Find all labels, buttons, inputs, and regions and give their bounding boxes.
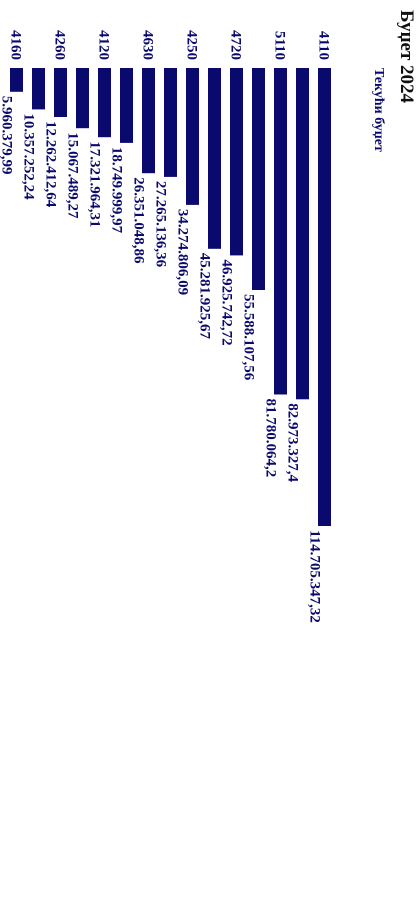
bar-4: [230, 68, 243, 256]
category-tick-label-10: 4120: [96, 30, 112, 60]
bar-9: [120, 68, 133, 143]
data-label-6: 34.274.806,09: [175, 209, 191, 295]
series-label: Текући буџет: [371, 68, 386, 152]
data-label-4: 46.925.742,72: [219, 259, 235, 345]
bars-group: [10, 68, 331, 526]
category-tick-label-8: 4630: [140, 30, 156, 60]
tick-labels-group: 4110 5110 4720 4250 4630 4120 4260 4160: [8, 30, 332, 60]
data-label-11: 15.067.489,27: [65, 132, 81, 219]
data-label-13: 10.357.252,24: [21, 113, 37, 200]
bar-12: [54, 68, 67, 117]
data-label-1: 82.973.327,4: [285, 403, 301, 482]
data-label-7: 27.265.136,36: [153, 181, 169, 268]
bar-6: [186, 68, 199, 205]
bar-11: [76, 68, 89, 129]
data-labels-group: 114.705.347,32 82.973.327,4 81.780.064,2 55…: [0, 96, 323, 623]
category-tick-label-2: 5110: [272, 31, 288, 60]
bar-1: [296, 68, 309, 400]
bar-7: [164, 68, 177, 177]
category-tick-label-14: 4160: [8, 30, 24, 60]
bar-13: [32, 68, 45, 110]
bar-0: [318, 68, 331, 526]
bar-3: [252, 68, 265, 290]
data-label-10: 17.321.964,31: [87, 141, 103, 227]
data-label-2: 81.780.064,2: [263, 399, 279, 478]
data-label-3: 55.588.107,56: [241, 294, 257, 381]
data-label-14: 5.960.379,99: [0, 96, 15, 175]
data-label-0: 114.705.347,32: [307, 530, 323, 623]
bar-8: [142, 68, 155, 174]
bar-10: [98, 68, 111, 138]
data-label-8: 26.351.048,86: [131, 177, 147, 264]
category-tick-label-6: 4250: [184, 30, 200, 60]
bar-2: [274, 68, 287, 395]
data-label-9: 18.749.999,97: [109, 147, 125, 234]
bar-14: [10, 68, 23, 92]
bar-5: [208, 68, 221, 249]
data-label-5: 45.281.925,67: [197, 253, 213, 340]
category-tick-label-12: 4260: [52, 30, 68, 60]
data-label-12: 12.262.412,64: [43, 121, 59, 208]
category-tick-label-4: 4720: [228, 30, 244, 60]
category-tick-label-0: 4110: [316, 31, 332, 60]
